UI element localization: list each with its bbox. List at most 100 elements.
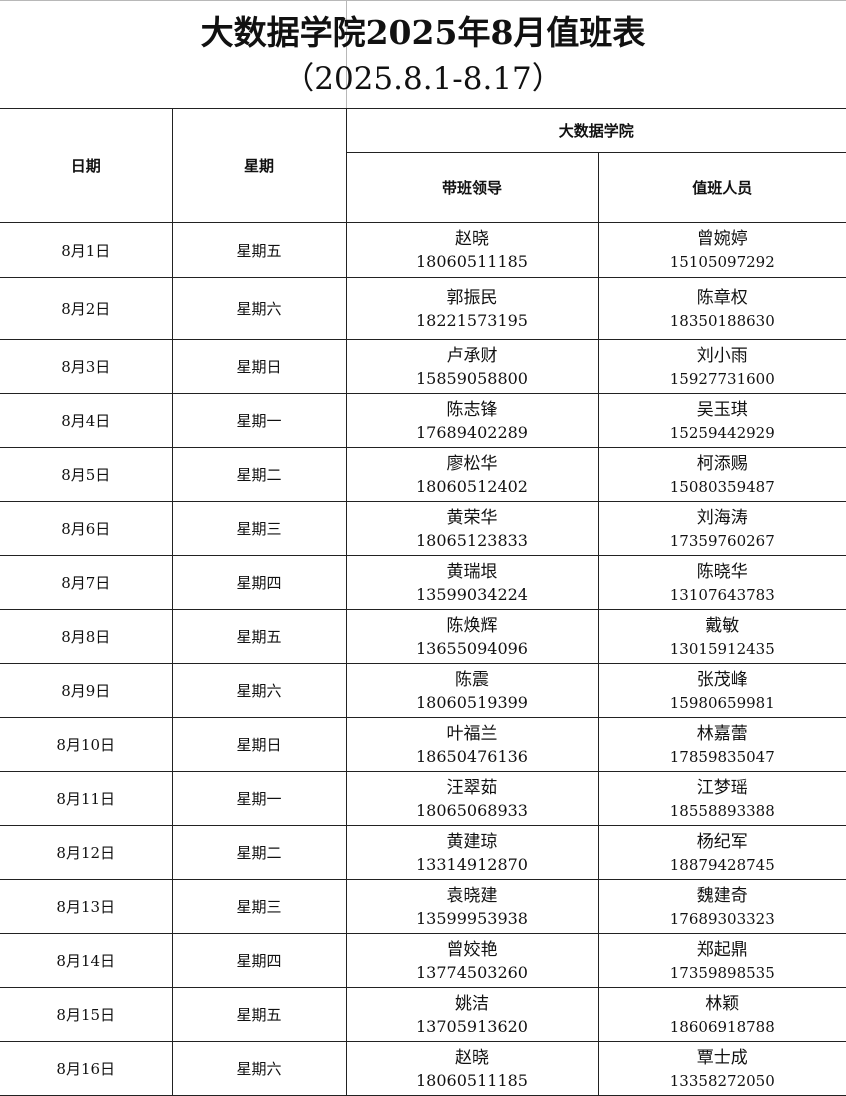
- staff-phone: 15259442929: [599, 422, 846, 444]
- weekday-cell: 星期日: [172, 718, 346, 772]
- staff-phone: 17359898535: [599, 962, 846, 984]
- staff-phone: 18879428745: [599, 854, 846, 876]
- weekday-cell: 星期三: [172, 502, 346, 556]
- weekday-cell: 星期五: [172, 610, 346, 664]
- staff-phone: 15980659981: [599, 692, 846, 714]
- staff-phone: 15105097292: [599, 251, 846, 273]
- staff-name: 陈章权: [599, 286, 846, 310]
- leader-phone: 15859058800: [347, 368, 598, 390]
- leader-name: 袁晓建: [347, 884, 598, 908]
- leader-name: 赵晓: [347, 1046, 598, 1070]
- leader-phone: 18060519399: [347, 692, 598, 714]
- staff-phone: 17359760267: [599, 530, 846, 552]
- leader-name: 姚洁: [347, 992, 598, 1016]
- weekday-cell: 星期六: [172, 664, 346, 718]
- staff-name: 江梦瑶: [599, 776, 846, 800]
- staff-name: 林颖: [599, 992, 846, 1016]
- date-cell: 8月5日: [0, 448, 172, 502]
- page-title: 大数据学院2025年8月值班表: [0, 10, 846, 56]
- staff-phone: 15080359487: [599, 476, 846, 498]
- weekday-cell: 星期六: [172, 1042, 346, 1096]
- date-cell: 8月3日: [0, 340, 172, 394]
- leader-phone: 18060511185: [347, 251, 598, 273]
- leader-phone: 13774503260: [347, 962, 598, 984]
- leader-phone: 13599953938: [347, 908, 598, 930]
- leader-phone: 13599034224: [347, 584, 598, 606]
- date-cell: 8月7日: [0, 556, 172, 610]
- leader-phone: 17689402289: [347, 422, 598, 444]
- staff-phone: 17859835047: [599, 746, 846, 768]
- staff-phone: 15927731600: [599, 368, 846, 390]
- date-cell: 8月2日: [0, 278, 172, 340]
- staff-name: 吴玉琪: [599, 398, 846, 422]
- weekday-cell: 星期五: [172, 988, 346, 1042]
- staff-name: 张茂峰: [599, 668, 846, 692]
- leader-name: 曾姣艳: [347, 938, 598, 962]
- leader-name: 赵晓: [347, 227, 598, 251]
- leader-phone: 18221573195: [347, 310, 598, 332]
- page-subtitle: （2025.8.1-8.17）: [0, 56, 846, 102]
- weekday-cell: 星期三: [172, 880, 346, 934]
- staff-phone: 13015912435: [599, 638, 846, 660]
- leader-name: 黄荣华: [347, 506, 598, 530]
- leader-name: 叶福兰: [347, 722, 598, 746]
- date-cell: 8月9日: [0, 664, 172, 718]
- staff-phone: 18558893388: [599, 800, 846, 822]
- staff-name: 覃士成: [599, 1046, 846, 1070]
- staff-phone: 18606918788: [599, 1016, 846, 1038]
- staff-name: 陈晓华: [599, 560, 846, 584]
- header-date: 日期: [0, 109, 172, 223]
- leader-name: 汪翠茹: [347, 776, 598, 800]
- date-cell: 8月13日: [0, 880, 172, 934]
- leader-name: 廖松华: [347, 452, 598, 476]
- leader-name: 黄建琼: [347, 830, 598, 854]
- staff-phone: 13358272050: [599, 1070, 846, 1092]
- leader-phone: 18065123833: [347, 530, 598, 552]
- weekday-cell: 星期六: [172, 278, 346, 340]
- leader-name: 卢承财: [347, 344, 598, 368]
- weekday-cell: 星期日: [172, 340, 346, 394]
- date-cell: 8月11日: [0, 772, 172, 826]
- staff-name: 林嘉蕾: [599, 722, 846, 746]
- leader-phone: 18060512402: [347, 476, 598, 498]
- leader-phone: 18650476136: [347, 746, 598, 768]
- weekday-cell: 星期二: [172, 448, 346, 502]
- leader-phone: 13655094096: [347, 638, 598, 660]
- date-cell: 8月6日: [0, 502, 172, 556]
